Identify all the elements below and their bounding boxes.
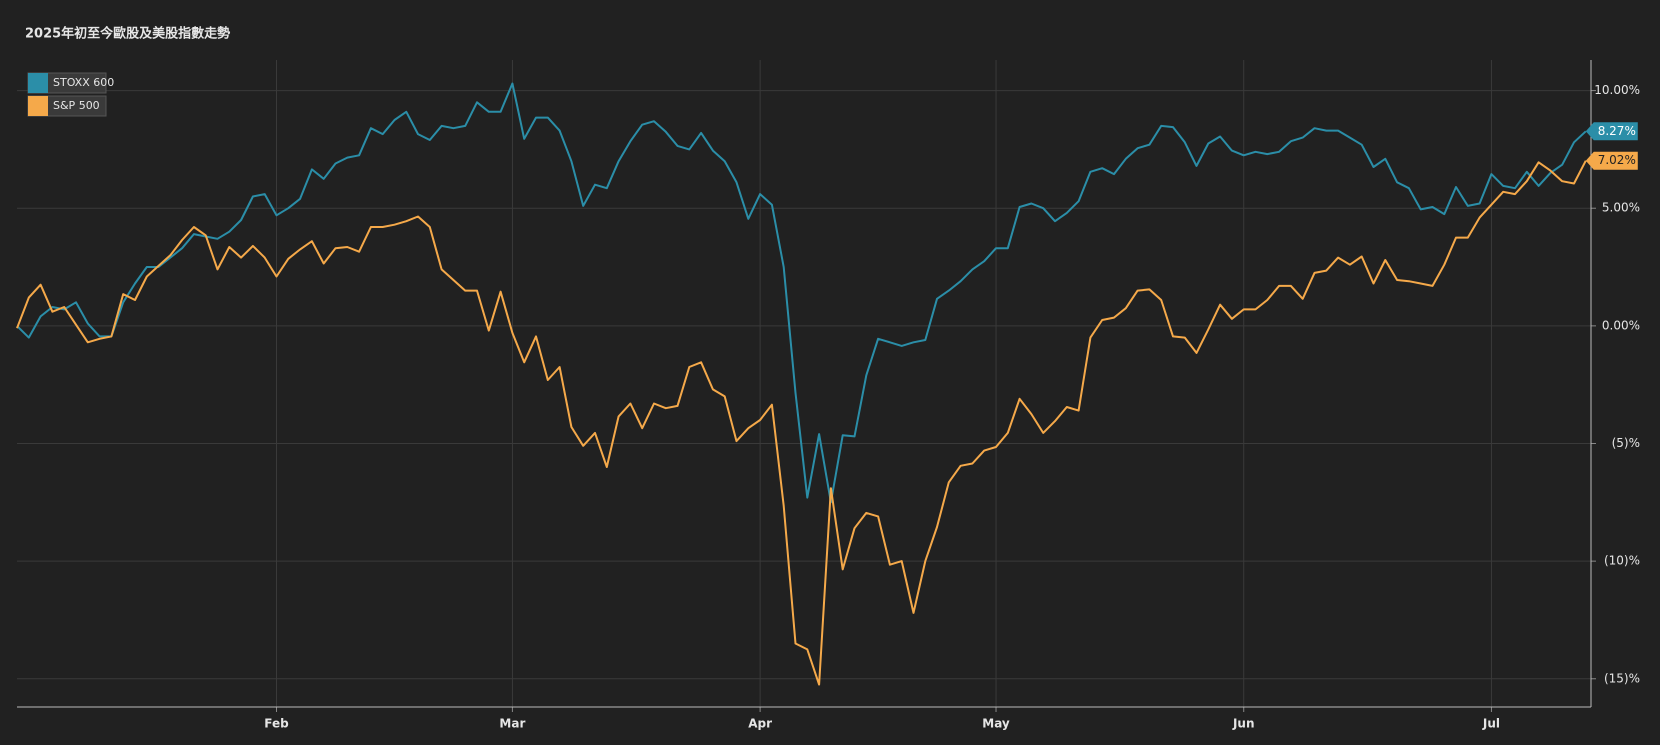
x-tick-label: Mar [499,717,525,731]
x-tick-label: May [982,717,1010,731]
line-series [16,82,1587,504]
y-tick-label: 10.00% [1594,83,1640,97]
x-tick-label: Apr [748,717,772,731]
end-label: 7.02% [1598,153,1636,167]
x-tick-label: Jun [1232,717,1255,731]
y-tick-label: (15)% [1604,671,1640,685]
legend-swatch [28,96,48,116]
chart-title: 2025年初至今歐股及美股指數走勢 [25,26,230,42]
y-tick-label: (10)% [1604,554,1640,568]
end-label-tag [1585,151,1638,170]
legend-label: S&P 500 [53,99,100,112]
x-tick-label: Feb [264,717,289,731]
line-series [16,160,1587,686]
x-tick-label: Jul [1482,717,1500,731]
end-label-tag [1585,122,1638,141]
legend-label: STOXX 600 [53,76,114,89]
y-tick-label: 5.00% [1602,201,1640,215]
y-tick-label: (5)% [1612,436,1640,450]
end-label: 8.27% [1598,124,1636,138]
legend-swatch [28,73,48,93]
y-tick-label: 0.00% [1602,318,1640,332]
